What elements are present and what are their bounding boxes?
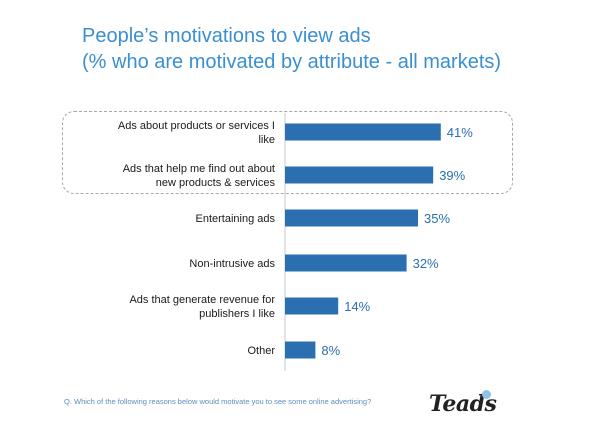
category-label-0: Ads about products or services I like bbox=[118, 120, 275, 146]
bar-value-label-1: 39% bbox=[439, 168, 465, 183]
category-label-3-line-0: Non-intrusive ads bbox=[189, 258, 275, 270]
survey-question-footnote: Q. Which of the following reasons below … bbox=[64, 397, 372, 406]
category-label-4: Ads that generate revenue for publishers … bbox=[129, 294, 275, 320]
bar-value-label-3: 32% bbox=[413, 256, 439, 271]
category-label-3: Non-intrusive ads bbox=[189, 258, 275, 270]
chart-title-line-2: (% who are motivated by attribute - all … bbox=[82, 51, 502, 73]
bar-1 bbox=[285, 166, 434, 184]
bar-3 bbox=[285, 254, 407, 272]
category-label-5-line-0: Other bbox=[247, 345, 275, 357]
bar-2 bbox=[285, 209, 418, 227]
category-label-1-line-0: Ads that help me find out about bbox=[123, 163, 275, 175]
bar-value-label-2: 35% bbox=[424, 211, 450, 226]
category-label-1-line-1: new products & services bbox=[156, 177, 276, 189]
category-label-4-line-0: Ads that generate revenue for bbox=[129, 294, 275, 306]
category-label-2: Entertaining ads bbox=[196, 213, 276, 225]
category-label-0-line-0: Ads about products or services I bbox=[118, 120, 275, 132]
category-label-2-line-0: Entertaining ads bbox=[196, 213, 276, 225]
chart-title-line-1: People’s motivations to view ads bbox=[82, 25, 371, 47]
category-label-0-line-1: like bbox=[258, 134, 275, 146]
category-label-1: Ads that help me find out about new produ… bbox=[123, 163, 276, 189]
bar-value-label-4: 14% bbox=[344, 299, 370, 314]
category-label-5: Other bbox=[247, 345, 275, 357]
bar-value-label-5: 8% bbox=[321, 343, 340, 358]
bar-5 bbox=[285, 341, 316, 359]
highlight-group-box bbox=[62, 111, 513, 194]
bar-0 bbox=[285, 123, 441, 141]
bar-4 bbox=[285, 297, 339, 315]
bar-value-label-0: 41% bbox=[447, 125, 473, 140]
category-label-4-line-1: publishers I like bbox=[199, 308, 275, 320]
logo-badge-icon bbox=[482, 390, 491, 399]
